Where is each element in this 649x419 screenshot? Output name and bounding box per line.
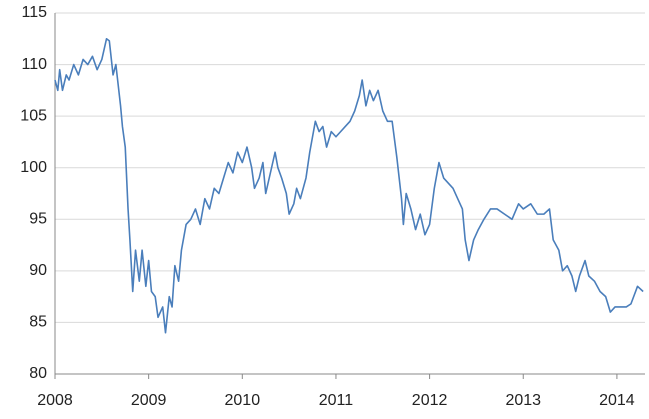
x-tick-label: 2012 bbox=[412, 392, 448, 409]
y-tick-label: 90 bbox=[29, 262, 47, 279]
data-line bbox=[54, 37, 644, 334]
x-tick-label: 2011 bbox=[319, 392, 354, 409]
x-tick-label: 2010 bbox=[225, 392, 261, 409]
x-tick-label: 2014 bbox=[599, 392, 635, 409]
y-tick-label: 80 bbox=[29, 365, 47, 382]
y-tick-label: 115 bbox=[21, 4, 47, 21]
x-tick-label: 2013 bbox=[505, 392, 541, 409]
y-tick-label: 110 bbox=[21, 56, 47, 73]
y-tick-label: 85 bbox=[29, 314, 47, 331]
x-tick-label: 2008 bbox=[37, 392, 73, 409]
x-tick-label: 2009 bbox=[131, 392, 167, 409]
y-tick-label: 105 bbox=[20, 107, 47, 124]
y-tick-label: 100 bbox=[20, 159, 47, 176]
y-tick-label: 95 bbox=[29, 211, 47, 228]
